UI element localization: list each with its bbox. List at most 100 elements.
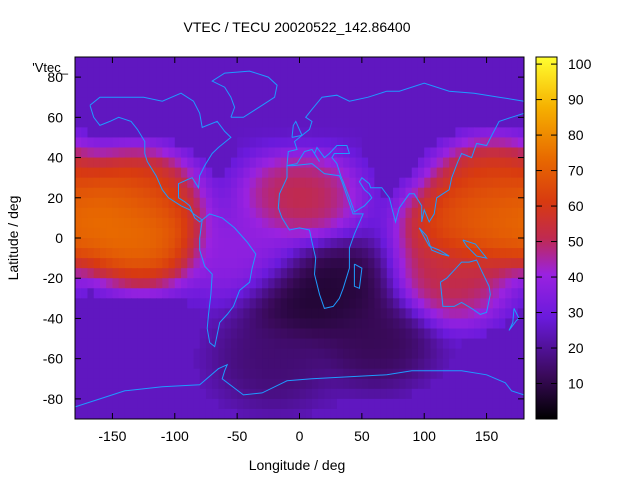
heatmap-cell bbox=[299, 378, 307, 390]
heatmap-cell bbox=[330, 227, 338, 239]
heatmap-cell bbox=[162, 167, 170, 179]
heatmap-cell bbox=[243, 57, 251, 68]
heatmap-cell bbox=[255, 328, 263, 340]
heatmap-cell bbox=[156, 278, 163, 289]
heatmap-cell bbox=[237, 328, 244, 340]
heatmap-cell bbox=[505, 117, 513, 128]
heatmap-cell bbox=[355, 157, 363, 169]
heatmap-cell bbox=[455, 217, 463, 229]
heatmap-cell bbox=[93, 378, 101, 390]
heatmap-cell bbox=[486, 408, 494, 419]
heatmap-cell bbox=[237, 348, 244, 360]
heatmap-cell bbox=[305, 398, 313, 410]
heatmap-cell bbox=[305, 77, 313, 88]
heatmap-cell bbox=[330, 258, 338, 269]
heatmap-cell bbox=[361, 117, 369, 128]
heatmap-cell bbox=[324, 238, 332, 249]
heatmap-cell bbox=[168, 298, 176, 309]
heatmap-cell bbox=[187, 167, 195, 179]
heatmap-cell bbox=[399, 107, 407, 118]
heatmap-cell bbox=[224, 248, 232, 259]
heatmap-cell bbox=[349, 177, 357, 189]
heatmap-cell bbox=[268, 217, 276, 229]
heatmap-cell bbox=[118, 187, 126, 199]
heatmap-cell bbox=[374, 147, 382, 159]
heatmap-cell bbox=[380, 348, 388, 360]
heatmap-cell bbox=[268, 348, 276, 360]
heatmap-cell bbox=[118, 398, 126, 410]
heatmap-cell bbox=[399, 207, 407, 219]
heatmap-cell bbox=[374, 187, 382, 199]
heatmap-cell bbox=[99, 117, 107, 128]
heatmap-cell bbox=[417, 288, 425, 299]
heatmap-cell bbox=[355, 57, 363, 68]
heatmap-cell bbox=[149, 298, 157, 309]
heatmap-cell bbox=[436, 87, 444, 98]
heatmap-cell bbox=[174, 238, 182, 249]
heatmap-cell bbox=[386, 388, 394, 400]
heatmap-cell bbox=[293, 57, 301, 68]
heatmap-cell bbox=[255, 177, 263, 189]
colorbar-tick-label: 90 bbox=[568, 92, 584, 108]
heatmap-cell bbox=[336, 77, 344, 88]
heatmap-cell bbox=[349, 388, 357, 400]
heatmap-cell bbox=[349, 408, 357, 419]
heatmap-cell bbox=[361, 187, 369, 199]
heatmap-cell bbox=[374, 157, 382, 169]
heatmap-cell bbox=[237, 248, 244, 259]
heatmap-cell bbox=[218, 318, 226, 330]
heatmap-cell bbox=[436, 207, 444, 219]
heatmap-cell bbox=[517, 77, 524, 88]
heatmap-cell bbox=[280, 248, 288, 259]
heatmap-cell bbox=[486, 378, 494, 390]
heatmap-cell bbox=[156, 127, 163, 139]
heatmap-cell bbox=[455, 57, 463, 68]
heatmap-cell bbox=[143, 207, 151, 219]
heatmap-cell bbox=[330, 147, 338, 159]
heatmap-cell bbox=[442, 187, 450, 199]
heatmap-cell bbox=[168, 238, 176, 249]
heatmap-cell bbox=[87, 288, 95, 299]
heatmap-cell bbox=[224, 268, 232, 279]
heatmap-cell bbox=[467, 288, 475, 299]
heatmap-cell bbox=[336, 408, 344, 419]
heatmap-cell bbox=[255, 147, 263, 159]
heatmap-cell bbox=[480, 398, 488, 410]
heatmap-cell bbox=[87, 207, 95, 219]
heatmap-cell bbox=[399, 358, 407, 370]
heatmap-cell bbox=[181, 368, 188, 380]
heatmap-cell bbox=[336, 248, 344, 259]
heatmap-cell bbox=[311, 107, 319, 118]
heatmap-cell bbox=[449, 388, 457, 400]
heatmap-cell bbox=[324, 167, 332, 179]
heatmap-cell bbox=[449, 77, 457, 88]
heatmap-cell bbox=[287, 288, 294, 299]
heatmap-cell bbox=[75, 358, 82, 370]
heatmap-cell bbox=[187, 408, 195, 419]
heatmap-cell bbox=[355, 97, 363, 108]
heatmap-cell bbox=[511, 248, 519, 259]
heatmap-cell bbox=[380, 258, 388, 269]
heatmap-cell bbox=[199, 227, 207, 239]
heatmap-cell bbox=[405, 338, 413, 350]
heatmap-cell bbox=[486, 187, 494, 199]
heatmap-cell bbox=[224, 177, 232, 189]
heatmap-cell bbox=[124, 167, 132, 179]
heatmap-cell bbox=[424, 87, 432, 98]
heatmap-cell bbox=[187, 177, 195, 189]
heatmap-cell bbox=[199, 117, 207, 128]
heatmap-cell bbox=[162, 107, 170, 118]
heatmap-cell bbox=[386, 137, 394, 149]
heatmap-cell bbox=[492, 127, 500, 139]
heatmap-cell bbox=[205, 217, 213, 229]
heatmap-cell bbox=[137, 127, 145, 139]
heatmap-cell bbox=[343, 358, 350, 370]
heatmap-cell bbox=[293, 67, 301, 78]
heatmap-cell bbox=[330, 298, 338, 309]
heatmap-cell bbox=[442, 248, 450, 259]
heatmap-cell bbox=[156, 328, 163, 340]
heatmap-cell bbox=[405, 248, 413, 259]
heatmap-cell bbox=[137, 167, 145, 179]
heatmap-cell bbox=[75, 248, 82, 259]
heatmap-cell bbox=[324, 308, 332, 320]
